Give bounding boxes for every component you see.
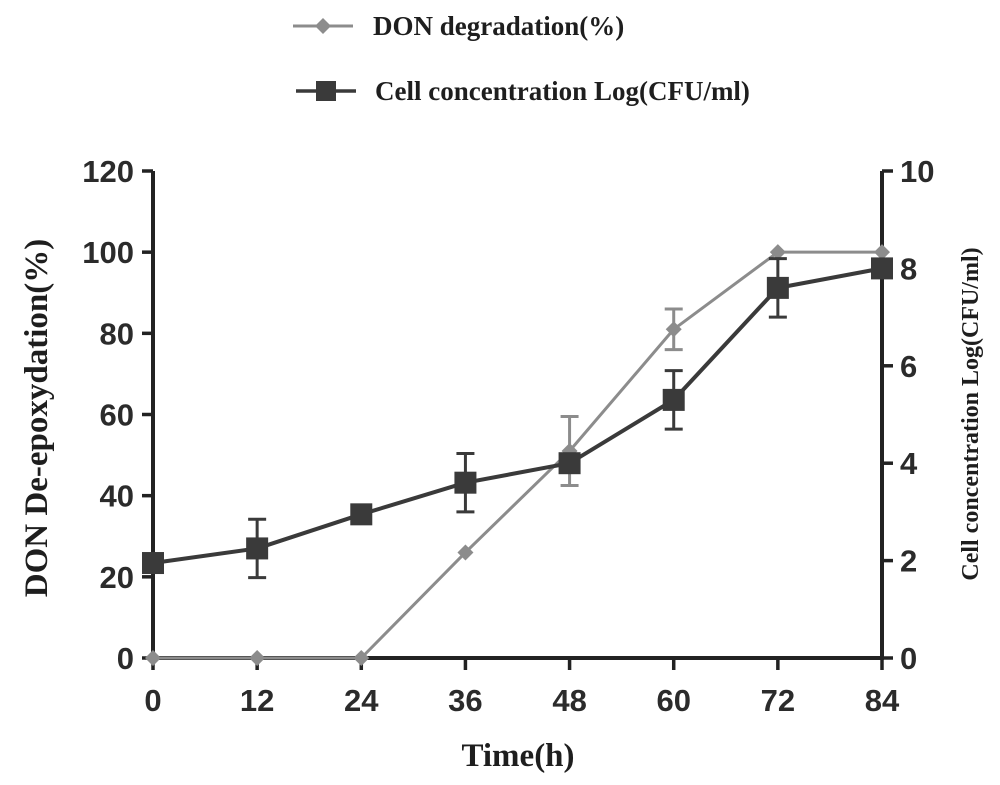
y-tick-right-label: 4 bbox=[900, 446, 918, 481]
x-ticks: 0 12 24 36 48 60 72 84 bbox=[144, 658, 900, 718]
data-point bbox=[249, 650, 266, 666]
data-point bbox=[454, 471, 477, 494]
y-tick-left-label: 100 bbox=[82, 235, 134, 270]
data-point bbox=[353, 650, 370, 666]
data-point bbox=[766, 276, 789, 299]
data-point bbox=[558, 452, 581, 475]
data-point bbox=[145, 650, 161, 666]
data-point bbox=[246, 537, 269, 560]
x-tick-label: 24 bbox=[344, 683, 379, 718]
legend-item-cell: Cell concentration Log(CFU/ml) bbox=[296, 76, 750, 106]
data-point bbox=[662, 388, 685, 411]
series-cell-concentration bbox=[142, 257, 893, 580]
data-point bbox=[350, 503, 373, 526]
y-ticks-right: 0 2 4 6 8 10 bbox=[882, 154, 934, 676]
legend-label-don: DON degradation(%) bbox=[373, 11, 624, 41]
y-tick-right-label: 0 bbox=[900, 641, 917, 676]
data-point bbox=[457, 544, 474, 561]
y-tick-left-label: 0 bbox=[117, 641, 134, 676]
y-tick-left-label: 80 bbox=[100, 316, 134, 351]
legend-item-don: DON degradation(%) bbox=[293, 11, 624, 41]
y-ticks-left: 0 20 40 60 80 100 120 bbox=[82, 154, 153, 676]
data-point bbox=[665, 321, 682, 338]
legend-label-cell: Cell concentration Log(CFU/ml) bbox=[375, 76, 750, 106]
data-point bbox=[142, 552, 164, 575]
y-tick-right-label: 6 bbox=[900, 349, 917, 384]
x-axis-title: Time(h) bbox=[461, 738, 574, 774]
y-tick-left-label: 120 bbox=[82, 154, 134, 189]
x-tick-label: 72 bbox=[761, 683, 795, 718]
x-tick-label: 48 bbox=[552, 683, 586, 718]
y-axis-title-right: Cell concentration Log(CFU/ml) bbox=[958, 247, 984, 580]
x-tick-label: 84 bbox=[865, 683, 900, 718]
y-tick-right-label: 8 bbox=[900, 251, 917, 286]
x-tick-label: 12 bbox=[240, 683, 274, 718]
x-tick-label: 36 bbox=[448, 683, 482, 718]
y-tick-left-label: 20 bbox=[100, 560, 134, 595]
x-tick-label: 60 bbox=[656, 683, 690, 718]
x-tick-label: 0 bbox=[144, 683, 161, 718]
y-axis-title-left: DON De-epoxydation(%) bbox=[19, 239, 55, 597]
series-line bbox=[152, 266, 883, 566]
y-tick-right-label: 2 bbox=[900, 544, 917, 579]
data-point bbox=[769, 244, 786, 261]
plot-area bbox=[142, 244, 893, 666]
data-point bbox=[874, 244, 890, 261]
axes bbox=[151, 171, 884, 660]
y-tick-left-label: 40 bbox=[100, 479, 134, 514]
legend: DON degradation(%) Cell concentration Lo… bbox=[293, 11, 750, 106]
series-line bbox=[153, 250, 882, 660]
y-tick-right-label: 10 bbox=[900, 154, 934, 189]
y-tick-left-label: 60 bbox=[100, 398, 134, 433]
data-point bbox=[871, 257, 893, 280]
